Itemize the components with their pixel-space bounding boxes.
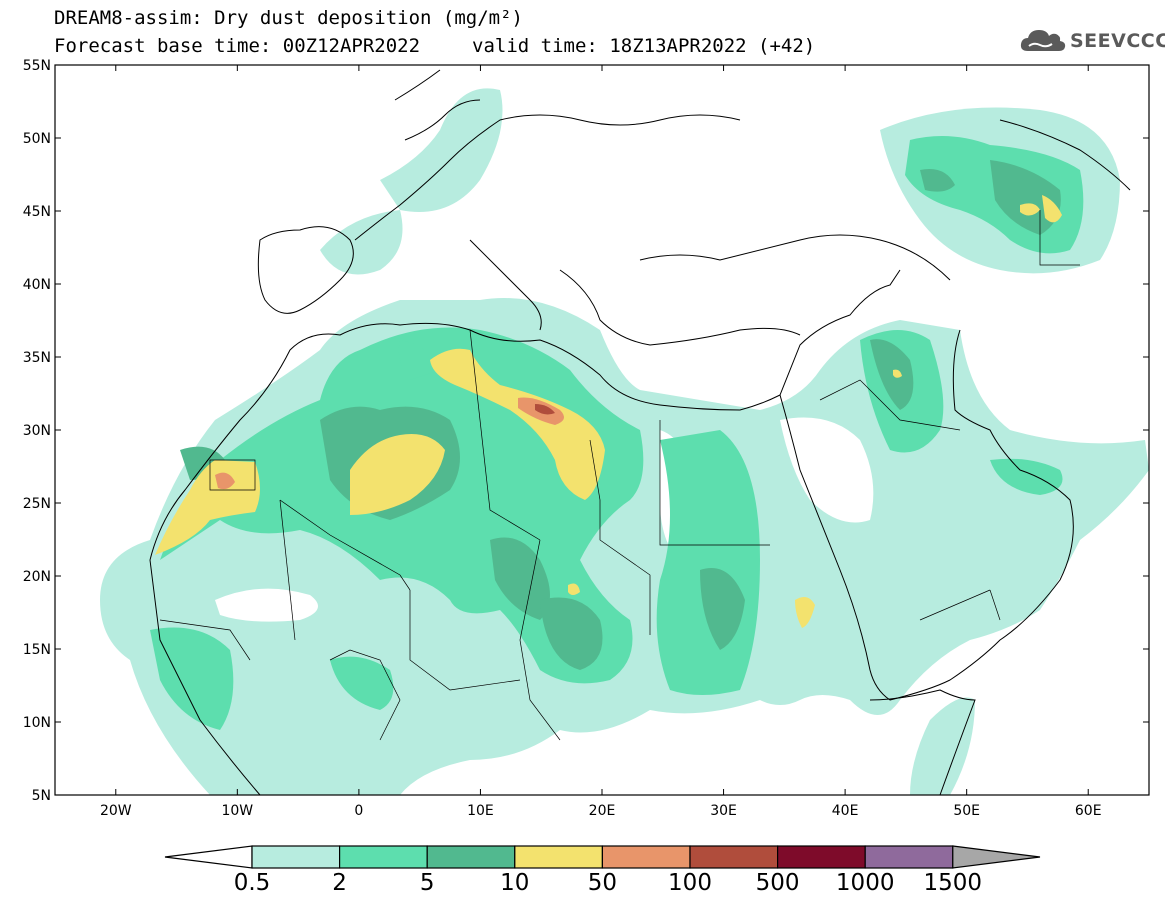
lat-tick-label: 5N — [32, 788, 51, 804]
country-borders — [159, 210, 1080, 741]
colorbar-swatch — [689, 845, 779, 869]
lon-tick-label: 10W — [221, 803, 253, 819]
lat-tick-label: 10N — [23, 715, 51, 731]
valid-time: valid time: 18Z13APR2022 (+42) — [472, 35, 816, 57]
lat-tick-label: 35N — [23, 350, 51, 366]
colorbar-label: 1000 — [836, 870, 895, 896]
colorbar-swatch — [339, 845, 428, 869]
lat-tick-label: 55N — [23, 58, 51, 74]
colorbar-label: 1500 — [924, 870, 983, 896]
colorbar-label: 10 — [500, 870, 529, 896]
map-subtitle: Forecast base time: 00Z12APR2022 valid ti… — [54, 36, 815, 56]
colorbar-swatch — [776, 845, 866, 869]
latitude-axis: 55N 50N 45N 40N 35N 30N 25N 20N 15N 10N 5N — [23, 58, 1149, 804]
colorbar-swatch — [864, 845, 954, 869]
logo-text: SEEVCCC — [1070, 30, 1165, 52]
dust-level-6 — [535, 404, 555, 415]
colorbar-label: 500 — [756, 870, 800, 896]
colorbar-label: 5 — [420, 870, 435, 896]
colorbar-over-arrow — [952, 845, 1041, 869]
lon-tick-label: 20E — [589, 803, 616, 819]
lat-tick-label: 45N — [23, 204, 51, 220]
colorbar-swatch — [251, 845, 341, 869]
lat-tick-label: 50N — [23, 131, 51, 147]
lat-tick-label: 40N — [23, 277, 51, 293]
lon-tick-label: 50E — [953, 803, 980, 819]
lon-tick-label: 30E — [710, 803, 737, 819]
lon-tick-label: 40E — [832, 803, 859, 819]
lon-tick-label: 60E — [1075, 803, 1102, 819]
lon-tick-label: 0 — [354, 803, 363, 819]
longitude-axis: 20W 10W 0 10E 20E 30E 40E 50E 60E — [100, 65, 1102, 819]
lon-tick-label: 20W — [100, 803, 132, 819]
lat-tick-label: 25N — [23, 496, 51, 512]
colorbar-under-arrow — [164, 845, 253, 869]
lat-tick-label: 20N — [23, 569, 51, 585]
forecast-base-time: Forecast base time: 00Z12APR2022 — [54, 35, 421, 57]
lat-tick-label: 30N — [23, 423, 51, 439]
colorbar-label: 2 — [332, 870, 347, 896]
colorbar-swatch — [601, 845, 691, 869]
dust-level-4 — [155, 195, 1062, 628]
cloud-icon — [1020, 30, 1066, 51]
lon-tick-label: 10E — [467, 803, 494, 819]
lat-tick-label: 15N — [23, 642, 51, 658]
colorbar-label: 100 — [668, 870, 712, 896]
colorbar-label: 0.5 — [234, 870, 271, 896]
colorbar-swatch — [514, 845, 603, 869]
map-title: DREAM8-assim: Dry dust deposition (mg/m²… — [54, 7, 523, 29]
colorbar-swatch — [426, 845, 516, 869]
coastlines — [149, 69, 1131, 795]
colorbar-label: 50 — [588, 870, 617, 896]
seevccc-logo: SEEVCCC — [1018, 24, 1165, 58]
colorbar: 0.5 2 5 10 50 100 500 1000 1500 — [164, 845, 1041, 896]
